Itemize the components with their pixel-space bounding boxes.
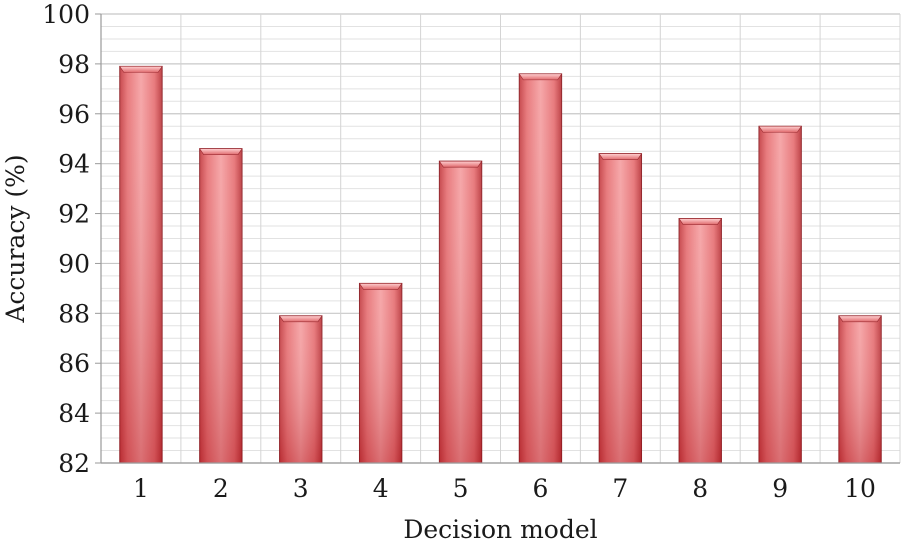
y-tick-label: 88 [58, 299, 90, 328]
x-tick-label: 1 [133, 474, 149, 503]
x-tick-label: 2 [213, 474, 229, 503]
x-tick-label: 9 [772, 474, 788, 503]
bar-7 [598, 153, 643, 464]
bar-shade [519, 73, 562, 463]
x-tick-label: 6 [532, 474, 548, 503]
bar-9 [758, 125, 802, 464]
bar-shade [838, 315, 882, 463]
x-axis-title: Decision model [403, 515, 597, 544]
bar-6 [518, 73, 563, 464]
y-tick-label: 90 [58, 249, 90, 278]
bar-2 [199, 148, 243, 464]
bar-shade [279, 315, 322, 463]
y-axis-title: Accuracy (%) [1, 154, 30, 323]
bars [119, 65, 882, 464]
bar-3 [279, 315, 323, 464]
axes [95, 13, 900, 464]
bar-cap [598, 153, 643, 160]
y-tick-label: 94 [58, 150, 90, 179]
bar-cap [758, 125, 802, 133]
y-tick-label: 84 [58, 399, 90, 428]
bar-1 [119, 65, 163, 464]
y-tick-label: 92 [58, 200, 90, 229]
bar-5 [438, 160, 483, 464]
y-tick-label: 98 [58, 50, 90, 79]
bar-shade [119, 66, 163, 463]
bar-shade [679, 218, 722, 463]
x-tick-label: 3 [293, 474, 309, 503]
y-tick-label: 82 [58, 449, 90, 478]
y-tick-label: 86 [58, 349, 90, 378]
bar-cap [199, 148, 243, 155]
bar-shade [359, 283, 402, 463]
bar-cap [838, 315, 882, 323]
bar-8 [678, 218, 722, 464]
y-tick-label: 100 [42, 0, 90, 29]
x-tick-label: 5 [453, 474, 469, 503]
tick-labels: 82 84 86 88 90 92 94 96 98 100 1 2 3 4 5 6 7 8 9 10 [42, 0, 876, 503]
bar-shade [758, 126, 802, 463]
x-tick-label: 4 [373, 474, 389, 503]
x-tick-label: 7 [612, 474, 628, 503]
bar-cap [438, 160, 483, 168]
bar-10 [838, 315, 882, 464]
bar-4 [358, 282, 403, 464]
x-tick-label: 8 [692, 474, 708, 503]
bar-shade [439, 161, 482, 463]
bar-cap [678, 218, 722, 225]
bar-cap [119, 66, 163, 73]
bar-shade [599, 153, 642, 463]
bar-cap [279, 315, 323, 323]
x-tick-label: 10 [844, 474, 876, 503]
bar-cap [518, 73, 563, 81]
bar-cap [358, 283, 403, 290]
y-tick-label: 96 [58, 100, 90, 129]
bar-shade [199, 148, 243, 463]
